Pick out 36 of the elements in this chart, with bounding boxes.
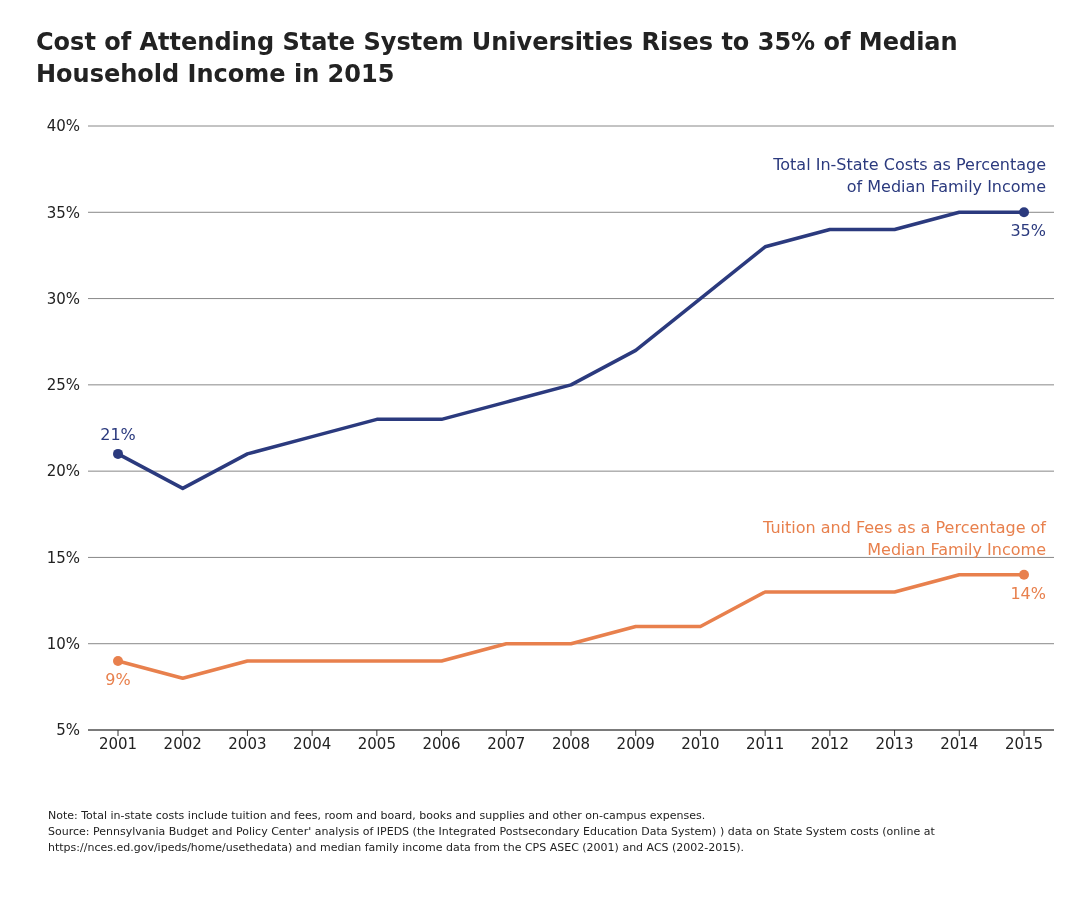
data-label: 21% xyxy=(100,424,136,444)
series-label: Tuition and Fees as a Percentage of Median Family Income xyxy=(762,517,1047,559)
y-tick-label: 40% xyxy=(46,117,80,136)
point xyxy=(1019,207,1029,218)
x-tick-label: 2006 xyxy=(422,734,461,753)
y-tick-label: 10% xyxy=(46,635,80,654)
x-tick-label: 2003 xyxy=(228,734,267,753)
y-tick-label: 15% xyxy=(46,548,80,567)
data-label: 35% xyxy=(1010,221,1046,241)
x-tick-label: 2001 xyxy=(98,734,138,753)
x-tick-label: 2008 xyxy=(551,734,591,753)
x-tick-label: 2015 xyxy=(1004,734,1044,753)
y-tick-label: 30% xyxy=(46,289,80,308)
y-tick-label: 20% xyxy=(46,462,80,481)
x-tick-label: 2014 xyxy=(940,734,979,753)
x-tick-label: 2005 xyxy=(357,734,396,753)
y-tick-label: 5% xyxy=(56,721,80,740)
x-tick-label: 2009 xyxy=(616,734,655,753)
y-tick-label: 25% xyxy=(46,376,80,395)
x-tick-label: 2002 xyxy=(163,734,202,753)
x-tick-label: 2004 xyxy=(293,734,332,753)
text: Note: Total in-state costs include tuition and fees, room and board, books and supplies and other on-campus expenses. xyxy=(48,808,707,824)
y-tick-label: 35% xyxy=(46,203,80,222)
point xyxy=(113,448,123,459)
source-note: Source: Pennsylvania Budget and Policy Center' analysis of IPEDS (the Integrated Postsecondary Education Data System) ) data on State System costs (online at https://nces.ed.gov/ipeds/home/usethedata) and median family income data from the CPS ASEC (2001) and ACS (2002-2015). xyxy=(48,824,936,856)
data-label: 9% xyxy=(105,669,131,689)
x-tick-label: 2010 xyxy=(681,734,720,753)
x-tick-label: 2007 xyxy=(487,734,526,753)
series-label: Total In-State Costs as Percentage of Median Family Income xyxy=(772,155,1046,197)
point xyxy=(113,655,123,666)
x-tick-label: 2012 xyxy=(810,734,849,753)
x-tick-label: 2011 xyxy=(746,734,785,753)
x-tick-label: 2013 xyxy=(875,734,914,753)
point xyxy=(1019,569,1029,580)
chart-title: Cost of Attending State System Universities Rises to 35% of Median Household Income in 2015 xyxy=(35,27,959,90)
data-label: 14% xyxy=(1010,583,1046,603)
